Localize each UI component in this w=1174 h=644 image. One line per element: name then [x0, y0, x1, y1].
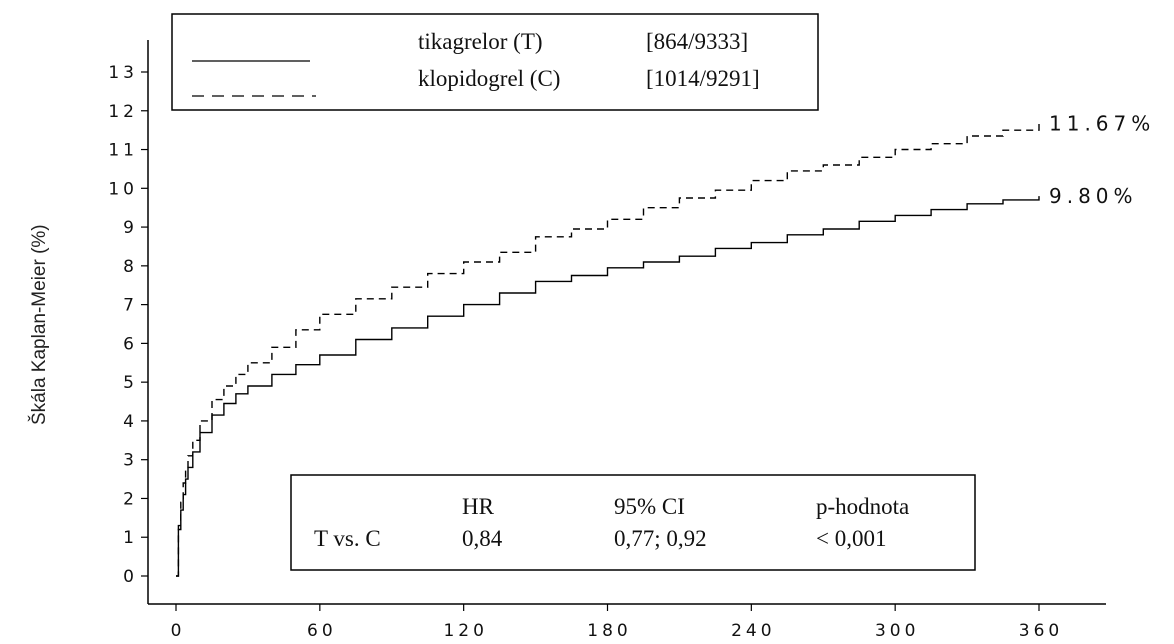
row-p: < 0,001 [816, 526, 886, 551]
x-ticks: 0 60 120 180 240 300 360 [171, 604, 1063, 641]
row-hr: 0,84 [462, 526, 503, 551]
row-comparison: T vs. C [314, 526, 381, 551]
x-tick-label: 180 [587, 621, 631, 641]
y-tick-label: 13 [108, 63, 138, 83]
y-tick-label: 1 [123, 528, 138, 548]
x-tick-label: 0 [171, 621, 186, 641]
x-tick-label: 360 [1019, 621, 1063, 641]
x-tick-label: 300 [875, 621, 919, 641]
y-tick-label: 5 [123, 373, 138, 393]
y-tick-label: 4 [123, 412, 138, 432]
hazard-ratio-table: HR 95% CI p-hodnota T vs. C 0,84 0,77; 0… [290, 474, 976, 571]
legend-events-tikagrelor: [864/9333] [646, 29, 748, 54]
end-label-klopidogrel: 11.67% [1049, 112, 1155, 136]
end-label-tikagrelor: 9.80% [1049, 184, 1138, 208]
legend-label-klopidogrel: klopidogrel (C) [418, 66, 560, 91]
y-axis-label: Škála Kaplan-Meier (%) [28, 224, 50, 425]
legend: tikagrelor (T) [864/9333] klopidogrel (C… [171, 13, 819, 111]
legend-box [171, 13, 819, 111]
y-tick-label: 9 [123, 218, 138, 238]
y-tick-label: 7 [123, 296, 138, 316]
legend-label-tikagrelor: tikagrelor (T) [418, 29, 543, 54]
x-tick-label: 60 [307, 621, 337, 641]
header-ci: 95% CI [614, 494, 685, 519]
curve-klopidogrel [176, 123, 1040, 577]
legend-events-klopidogrel: [1014/9291] [646, 66, 760, 91]
header-hr: HR [462, 494, 495, 519]
y-tick-label: 12 [108, 102, 138, 122]
y-tick-label: 10 [108, 179, 138, 199]
curve-tikagrelor [176, 196, 1040, 577]
stats-box [290, 474, 976, 571]
x-tick-label: 120 [443, 621, 487, 641]
y-tick-label: 6 [123, 334, 138, 354]
x-tick-label: 240 [731, 621, 775, 641]
y-tick-label: 3 [123, 451, 138, 471]
y-tick-label: 2 [123, 489, 138, 509]
y-tick-label: 0 [123, 567, 138, 587]
y-tick-label: 8 [123, 257, 138, 277]
row-ci: 0,77; 0,92 [614, 526, 707, 551]
header-p: p-hodnota [816, 494, 909, 519]
survival-curves [176, 123, 1040, 577]
y-tick-label: 11 [108, 141, 138, 161]
